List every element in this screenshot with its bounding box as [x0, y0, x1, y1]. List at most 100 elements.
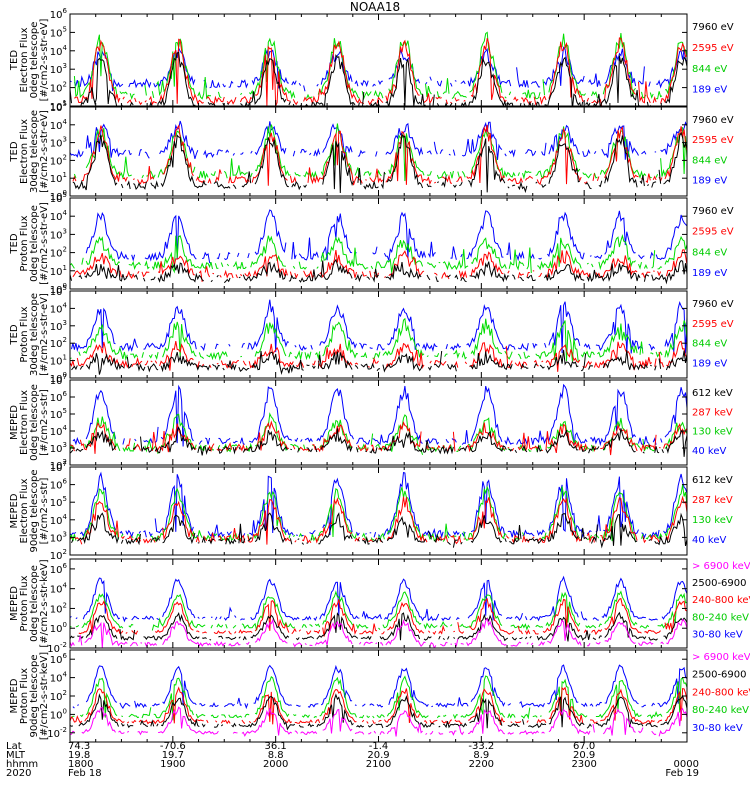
y-tick-label: 103 [50, 441, 67, 455]
legend-entry: 2595 eV [692, 227, 734, 238]
legend-entry: 130 keV [692, 515, 733, 526]
legend-entry: 30-80 keV [692, 723, 743, 734]
y-axis-label-line: Electron Flux [19, 478, 30, 543]
series-line [70, 340, 687, 372]
legend-entry: 189 eV [692, 358, 727, 369]
legend-entry: 287 keV [692, 407, 733, 418]
y-tick-exp: 2 [63, 601, 67, 609]
series-line [70, 120, 687, 160]
y-axis-label-line: 0deg telescope [29, 384, 40, 461]
legend-entry: 189 eV [692, 176, 727, 187]
y-tick-label: 100 [50, 621, 67, 635]
legend-entry: > 6900 keV [692, 652, 750, 663]
y-tick-label: 100 [50, 707, 67, 721]
y-tick-label: 103 [50, 62, 67, 76]
legend-entry: > 6900 keV [692, 561, 750, 572]
y-tick-label: 105 [50, 191, 67, 205]
y-tick-label: 106 [50, 562, 68, 576]
y-tick-label: 106 [50, 652, 68, 666]
legend-entry: 80-240 keV [692, 705, 749, 716]
legend-entry: 130 keV [692, 427, 733, 438]
y-tick-exp: 3 [63, 227, 67, 235]
y-tick-exp: 3 [63, 62, 67, 70]
y-tick-exp: 3 [63, 441, 67, 449]
series-line [72, 131, 687, 194]
y-tick-exp: 0 [63, 282, 67, 290]
x-mlt-label: 8.8 [268, 750, 284, 761]
series-line [70, 485, 687, 543]
x-date-label: Feb 18 [68, 768, 102, 779]
y-tick-exp: 4 [63, 582, 68, 590]
panel-data [70, 664, 687, 737]
legend-entry: 2500-6900 [692, 578, 747, 589]
y-tick-exp: 0 [63, 621, 67, 629]
panel-frame [69, 290, 688, 379]
y-tick-exp: 1 [63, 99, 67, 107]
x-mlt-label: 20.9 [573, 750, 595, 761]
y-axis-label-line: Electron Flux [19, 390, 30, 455]
y-axis-label-line: 90deg telescope [29, 654, 40, 737]
x-hhmm-label: 2300 [571, 759, 596, 770]
x-mlt-label: 19.7 [162, 750, 184, 761]
y-axis-label-line: 90deg telescope [29, 469, 40, 552]
y-tick-exp: 5 [63, 284, 67, 292]
x-hhmm-label: 2200 [469, 759, 494, 770]
series-line [72, 249, 687, 282]
y-tick-exp: 4 [63, 671, 68, 679]
y-tick-label: 101 [50, 264, 67, 278]
y-axis-label-line: Proton Flux [19, 215, 30, 271]
legend-entry: 2595 eV [692, 135, 734, 146]
series-line [70, 426, 687, 457]
x-lat-label: -33.2 [468, 741, 494, 752]
y-axis-label: TEDElectron Flux0deg telescope[#/cm2-s-s… [9, 19, 50, 102]
x-mlt-label: 8.9 [473, 750, 489, 761]
y-tick-exp: 6 [63, 478, 68, 486]
y-tick-exp: 2 [63, 153, 67, 161]
y-tick-exp: 5 [63, 100, 67, 108]
y-tick-label: 104 [50, 44, 68, 58]
y-tick-label: 105 [50, 495, 67, 509]
panel-data [70, 471, 687, 549]
y-tick-exp: 2 [63, 81, 67, 89]
legend-entry: 240-800 keV [692, 687, 750, 698]
y-tick-exp: 5 [63, 191, 67, 199]
panel-data [70, 31, 687, 106]
y-axis-label: TEDProton Flux30deg telescope[#/cm2-s-st… [9, 293, 50, 376]
y-tick-exp: 2 [63, 689, 67, 697]
series-line [72, 664, 687, 710]
y-tick-label: 102 [50, 336, 67, 350]
x-hhmm-label: 1900 [160, 759, 185, 770]
legend-entry: 7960 eV [692, 22, 734, 33]
panel-data [70, 383, 687, 457]
y-axis-label-line: Proton Flux [19, 668, 30, 724]
x-hhmm-label: 0000 [674, 759, 699, 770]
panel-data [70, 209, 687, 285]
y-tick-exp: 6 [63, 652, 68, 660]
y-tick-label: 104 [50, 209, 68, 223]
y-axis-label-line: TED [9, 324, 20, 345]
panel-data [70, 120, 687, 194]
y-tick-label: 101 [50, 171, 67, 185]
y-tick-exp: 2 [63, 336, 67, 344]
legend-entry: 2500-6900 [692, 670, 747, 681]
y-axis-label: TEDProton Flux0deg telescope[#/cm2-s-str… [9, 202, 50, 285]
y-tick-label: 107 [50, 373, 67, 387]
y-tick-label: 102 [50, 153, 67, 167]
y-axis-label-line: 30deg telescope [29, 110, 40, 193]
legend-entry: 2595 eV [692, 319, 734, 330]
x-row-label: MLT [6, 750, 26, 761]
series-line [70, 686, 687, 725]
y-axis-label: MEPEDElectron Flux0deg telescope[#/cm2-s… [9, 384, 50, 461]
y-tick-exp: 0 [63, 371, 67, 379]
y-tick-label: 102 [50, 548, 67, 562]
x-mlt-label: 19.8 [68, 750, 90, 761]
y-tick-exp: 4 [63, 118, 68, 126]
x-hhmm-label: 2000 [263, 759, 288, 770]
y-tick-exp: 5 [63, 407, 67, 415]
y-tick-exp: -2 [60, 726, 67, 734]
panel-frame [69, 13, 688, 107]
